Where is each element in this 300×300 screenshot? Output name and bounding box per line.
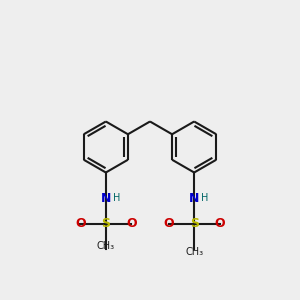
Text: O: O: [164, 217, 174, 230]
Text: H: H: [112, 193, 120, 203]
Text: S: S: [101, 217, 110, 230]
Text: O: O: [75, 217, 86, 230]
Text: N: N: [100, 191, 111, 205]
Text: CH₃: CH₃: [185, 247, 203, 257]
Text: S: S: [190, 217, 199, 230]
Text: CH₃: CH₃: [97, 241, 115, 251]
Text: O: O: [126, 217, 136, 230]
Text: N: N: [189, 191, 200, 205]
Text: H: H: [201, 193, 208, 203]
Text: O: O: [214, 217, 225, 230]
